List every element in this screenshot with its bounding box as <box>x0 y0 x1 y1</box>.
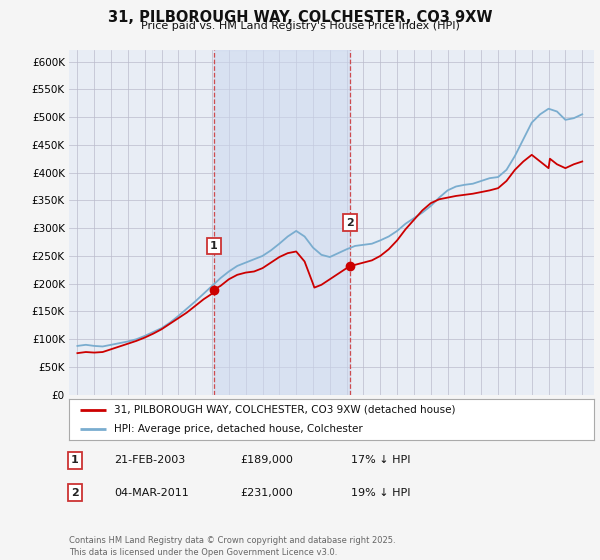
Text: £189,000: £189,000 <box>240 455 293 465</box>
Text: HPI: Average price, detached house, Colchester: HPI: Average price, detached house, Colc… <box>113 424 362 434</box>
Text: 04-MAR-2011: 04-MAR-2011 <box>114 488 189 498</box>
Text: 17% ↓ HPI: 17% ↓ HPI <box>351 455 410 465</box>
Text: £231,000: £231,000 <box>240 488 293 498</box>
Text: Contains HM Land Registry data © Crown copyright and database right 2025.
This d: Contains HM Land Registry data © Crown c… <box>69 536 395 557</box>
Text: 1: 1 <box>210 241 218 251</box>
Bar <box>214 50 350 395</box>
Text: 19% ↓ HPI: 19% ↓ HPI <box>351 488 410 498</box>
Text: 21-FEB-2003: 21-FEB-2003 <box>114 455 185 465</box>
Text: 2: 2 <box>346 218 354 227</box>
Text: 31, PILBOROUGH WAY, COLCHESTER, CO3 9XW: 31, PILBOROUGH WAY, COLCHESTER, CO3 9XW <box>108 10 492 25</box>
Text: 2: 2 <box>71 488 79 498</box>
Text: Price paid vs. HM Land Registry's House Price Index (HPI): Price paid vs. HM Land Registry's House … <box>140 21 460 31</box>
Text: 1: 1 <box>71 455 79 465</box>
Text: 31, PILBOROUGH WAY, COLCHESTER, CO3 9XW (detached house): 31, PILBOROUGH WAY, COLCHESTER, CO3 9XW … <box>113 405 455 415</box>
